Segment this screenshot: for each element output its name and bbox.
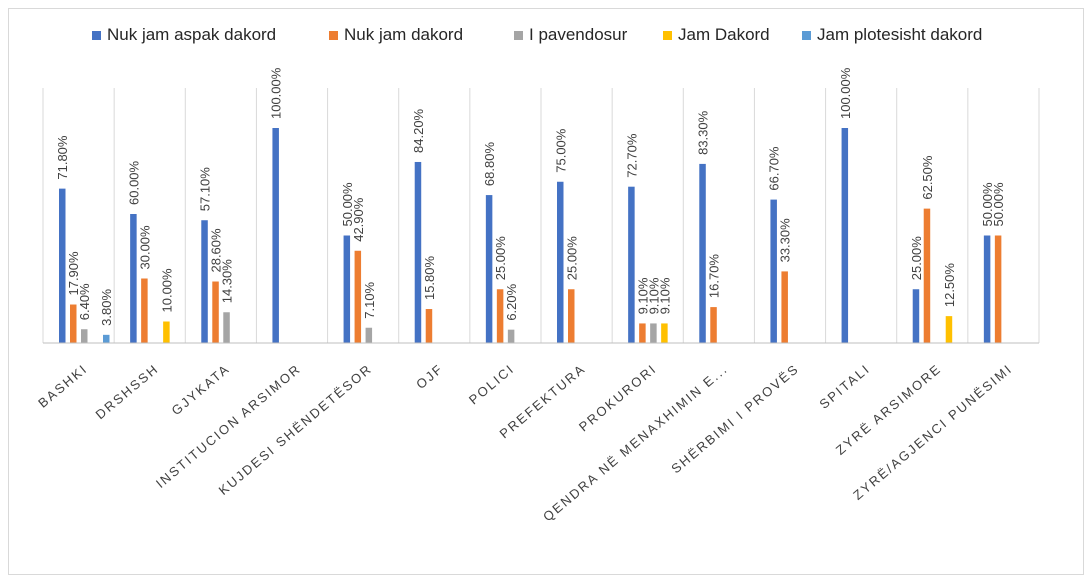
- x-tick-label: INSTITUCION ARSIMOR: [153, 361, 304, 491]
- data-label: 84.20%: [411, 108, 426, 153]
- bar: [103, 334, 110, 343]
- x-tick-label: KUJDESI SHËNDETËSOR: [216, 361, 375, 498]
- x-tick-label: BASHKI: [35, 361, 90, 411]
- bar: [201, 220, 208, 343]
- data-label: 28.60%: [209, 228, 224, 273]
- data-label: 60.00%: [126, 160, 141, 205]
- data-label: 100.00%: [269, 67, 284, 119]
- bar: [70, 304, 77, 343]
- legend-item-jam-dakord: Jam Dakord: [663, 22, 770, 48]
- data-label: 25.00%: [564, 236, 579, 281]
- legend-label: Jam Dakord: [678, 25, 770, 44]
- chart-frame: [8, 8, 1084, 575]
- legend-label: Nuk jam aspak dakord: [107, 25, 277, 44]
- bar: [507, 329, 515, 343]
- bar: [272, 128, 279, 343]
- data-label: 62.50%: [920, 155, 935, 200]
- x-tick-label: POLICI: [466, 361, 517, 408]
- bar: [923, 208, 931, 343]
- legend-swatch: [92, 30, 101, 40]
- data-label: 66.70%: [767, 146, 782, 191]
- legend-swatch: [514, 30, 523, 40]
- bar: [496, 289, 504, 343]
- legend-item-nuk-jam-dakord: Nuk jam dakord: [329, 22, 463, 48]
- data-label: 50.00%: [991, 182, 1006, 227]
- bar: [365, 327, 373, 343]
- bar: [994, 235, 1002, 343]
- legend-item-nuk-jam-aspak-dakord: Nuk jam aspak dakord: [92, 22, 276, 48]
- bar: [710, 307, 717, 343]
- data-label: 42.90%: [351, 197, 366, 242]
- legend-item-jam-plotesisht-dakord: Jam plotesisht dakord: [802, 22, 982, 48]
- bar: [354, 250, 362, 343]
- data-label: 7.10%: [362, 281, 377, 318]
- data-label: 75.00%: [553, 128, 568, 173]
- data-label: 72.70%: [624, 133, 639, 178]
- data-label: 10.00%: [159, 268, 174, 313]
- data-label: 6.20%: [504, 283, 519, 320]
- data-label: 25.00%: [493, 236, 508, 281]
- data-label: 16.70%: [707, 254, 722, 299]
- bar: [343, 235, 351, 343]
- data-label: 17.90%: [66, 251, 81, 296]
- data-label: 9.10%: [657, 277, 672, 314]
- data-label: 12.50%: [942, 263, 957, 308]
- bar: [781, 271, 788, 343]
- legend-swatch: [663, 30, 672, 40]
- legend-label: Jam plotesisht dakord: [817, 25, 983, 44]
- data-label: 15.80%: [422, 255, 437, 300]
- data-label: 25.00%: [909, 236, 924, 281]
- bar: [425, 309, 433, 343]
- data-label: 50.00%: [980, 182, 995, 227]
- data-label: 30.00%: [137, 225, 152, 270]
- bar: [650, 323, 657, 343]
- data-label: 3.80%: [99, 289, 114, 326]
- bar: [983, 235, 991, 343]
- chart-legend: Nuk jam aspak dakord Nuk jam dakord I pa…: [0, 22, 1092, 48]
- data-label: 50.00%: [340, 182, 355, 227]
- bar: [81, 329, 88, 343]
- bar: [568, 289, 575, 343]
- bar: [485, 195, 493, 343]
- legend-label: Nuk jam dakord: [344, 25, 464, 44]
- bar: [945, 316, 953, 343]
- data-label: 9.10%: [646, 277, 661, 314]
- bar: [912, 289, 920, 343]
- bar: [628, 186, 635, 343]
- bar: [557, 181, 564, 343]
- bar: [212, 281, 219, 343]
- x-tick-label: OJF: [413, 361, 446, 392]
- legend-label: I pavendosur: [529, 25, 628, 44]
- bar: [699, 163, 706, 343]
- legend-swatch: [802, 30, 811, 40]
- data-label: 9.10%: [635, 277, 650, 314]
- data-label: 83.30%: [696, 110, 711, 155]
- data-label: 68.80%: [482, 142, 497, 187]
- data-label: 33.30%: [778, 218, 793, 263]
- data-label: 57.10%: [198, 167, 213, 212]
- bar: [59, 188, 66, 343]
- data-label: 6.40%: [77, 283, 92, 320]
- bar: [770, 199, 777, 343]
- data-label: 100.00%: [838, 67, 853, 119]
- bar: [141, 278, 148, 343]
- bar: [661, 323, 668, 343]
- bar: [639, 323, 646, 343]
- bar: [841, 128, 849, 343]
- data-label: 71.80%: [55, 135, 70, 180]
- data-label: 14.30%: [220, 259, 235, 304]
- x-tick-label: DRSHSSH: [93, 361, 162, 422]
- x-tick-label: SPITALI: [816, 361, 873, 412]
- x-tick-label: GJYKATA: [169, 361, 233, 418]
- x-tick-label: ZYRË/AGJENCI PUNËSIMI: [850, 361, 1015, 503]
- bar: [414, 161, 422, 343]
- bar: [163, 321, 170, 343]
- x-tick-label: SHËRBIMI I PROVËS: [668, 361, 802, 477]
- bar: [130, 214, 137, 343]
- bar: [223, 312, 230, 343]
- legend-item-i-pavendosur: I pavendosur: [514, 22, 627, 48]
- legend-swatch: [329, 30, 338, 40]
